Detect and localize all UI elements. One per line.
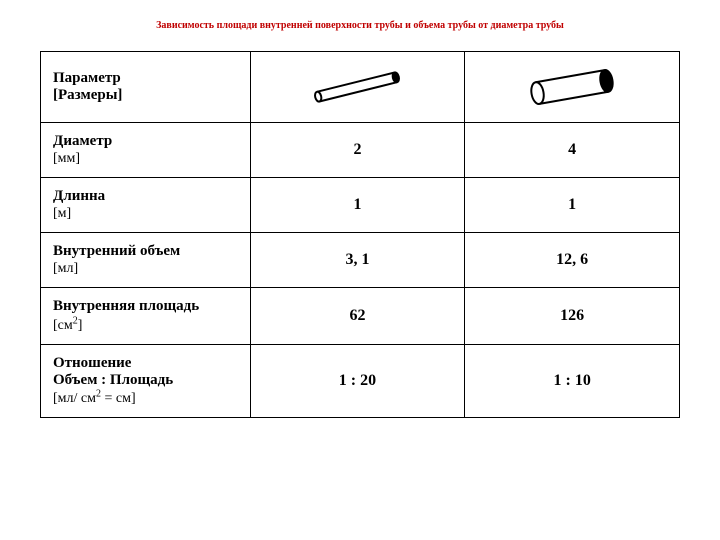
value-cell: 1	[465, 178, 680, 233]
param-label: Длинна	[53, 188, 105, 204]
param-unit: [мл/ см2 = см]	[53, 391, 136, 406]
param-label: Параметр	[53, 70, 121, 86]
param-unit: [см2]	[53, 318, 82, 333]
param-label: Отношение	[53, 355, 131, 371]
param-unit: [мл]	[53, 261, 78, 276]
thin-pipe-icon	[302, 65, 412, 110]
value-cell: 1 : 20	[250, 344, 465, 418]
table-row: Внутренняя площадь [см2] 62 126	[41, 288, 680, 345]
table-row: Внутренний объем [мл] 3, 1 12, 6	[41, 233, 680, 288]
value-cell: 2	[250, 123, 465, 178]
param-cell: Внутренний объем [мл]	[41, 233, 251, 288]
param-label: Внутренний объем	[53, 243, 180, 259]
param-label: Внутренняя площадь	[53, 298, 199, 314]
value-cell: 4	[465, 123, 680, 178]
value-cell: 12, 6	[465, 233, 680, 288]
page-title: Зависимость площади внутренней поверхнос…	[0, 0, 720, 41]
param-cell: Внутренняя площадь [см2]	[41, 288, 251, 345]
value-cell: 62	[250, 288, 465, 345]
param-cell: Диаметр [мм]	[41, 123, 251, 178]
value-cell: 3, 1	[250, 233, 465, 288]
param-cell: Параметр [Размеры]	[41, 52, 251, 123]
param-label2: Объем : Площадь	[53, 372, 173, 388]
param-unit: [м]	[53, 206, 71, 221]
value-cell: 1 : 10	[465, 344, 680, 418]
value-cell: 126	[465, 288, 680, 345]
table-row: Параметр [Размеры]	[41, 52, 680, 123]
table-row: Диаметр [мм] 2 4	[41, 123, 680, 178]
value-cell: 1	[250, 178, 465, 233]
param-unit: [мм]	[53, 151, 80, 166]
thick-pipe-icon	[517, 62, 627, 112]
table-row: Отношение Объем : Площадь [мл/ см2 = см]…	[41, 344, 680, 418]
table-row: Длинна [м] 1 1	[41, 178, 680, 233]
param-cell: Длинна [м]	[41, 178, 251, 233]
param-unit: [Размеры]	[53, 87, 122, 103]
data-table: Параметр [Размеры]	[40, 51, 680, 418]
thin-pipe-cell	[250, 52, 465, 123]
thick-pipe-cell	[465, 52, 680, 123]
param-label: Диаметр	[53, 133, 112, 149]
param-cell: Отношение Объем : Площадь [мл/ см2 = см]	[41, 344, 251, 418]
